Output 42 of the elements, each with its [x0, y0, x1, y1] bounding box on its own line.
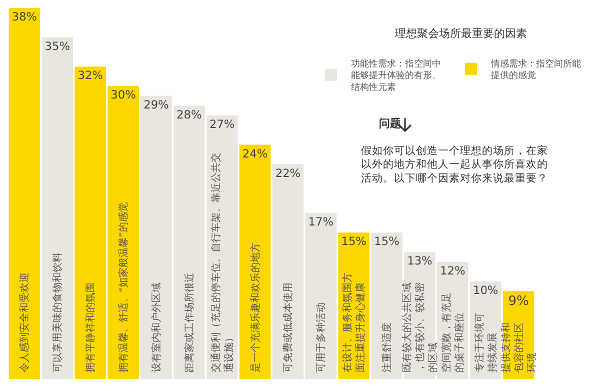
x-tick-label: 拥有温馨、舒适、“如家般温馨”的感觉: [118, 202, 130, 372]
data-label: 9%: [508, 294, 529, 310]
x-tick-label: 在设计、服务和氛围方面注重提升身心健康: [342, 272, 367, 372]
x-tick-label: 可以享用美味的食物和饮料: [52, 252, 64, 372]
x-tick-label: 可用于多种活动: [315, 302, 328, 372]
data-label: 12%: [440, 263, 466, 278]
x-tick-label: 交通便利（充足的停车位、自行车架、靠近公共交通设施）: [210, 152, 235, 372]
annotation: 假如你可以创造一个理想的场所，在家以外的地方和他人一起从事你所喜欢的活动。以下哪个因素对你来说最重要？: [361, 144, 548, 184]
x-tick-label: 注重舒适度: [381, 322, 394, 372]
data-label: 28%: [176, 107, 202, 122]
data-label: 17%: [308, 214, 334, 229]
data-label: 10%: [472, 282, 498, 297]
data-label: 22%: [275, 166, 301, 180]
x-tick-label: 拥有平静祥和的氛围: [84, 282, 97, 372]
x-tick-label: 空间宽敞，有充足的桌子和座位: [440, 292, 466, 372]
bar: [8, 8, 40, 379]
x-tick-label: 既有较大的公共区域，也有较小、较私密的区域: [400, 282, 439, 372]
data-label: 27%: [209, 117, 235, 132]
x-tick-label: 提供支持和包容的社区环境: [500, 322, 538, 372]
annotation: 问题: [379, 117, 401, 130]
x-tick-label: 距离家或工作场所很近: [183, 272, 196, 372]
bar: [42, 37, 74, 379]
data-label: 24%: [242, 146, 268, 160]
data-label: 13%: [407, 254, 433, 268]
x-tick-label: 是一个充满乐趣和欢乐的地方: [249, 242, 262, 372]
x-tick-label: 令人感到安全和受欢迎: [18, 272, 31, 372]
text: 理想聚会场所最重要的因素: [395, 26, 528, 40]
data-label: 15%: [341, 234, 367, 248]
bar: [272, 164, 304, 379]
legend-label: 功能性需求：指空间中能够提升体验的有形、结构性元素: [351, 58, 442, 93]
data-label: 15%: [374, 234, 400, 248]
data-label: 30%: [110, 88, 136, 102]
x-tick-label: 可免费或低成本使用: [282, 282, 294, 372]
data-label: 38%: [12, 10, 38, 24]
bar: [305, 213, 337, 379]
data-label: 29%: [144, 97, 170, 112]
bar: [239, 144, 271, 379]
legend-label: 情感需求：指空间所能提供的感觉: [490, 58, 582, 82]
data-label: 32%: [78, 68, 104, 82]
x-tick-label: 设有室内和户外区域: [150, 282, 162, 372]
data-label: 35%: [44, 38, 70, 53]
x-tick-label: 专注于环境可持续发展: [473, 312, 498, 372]
